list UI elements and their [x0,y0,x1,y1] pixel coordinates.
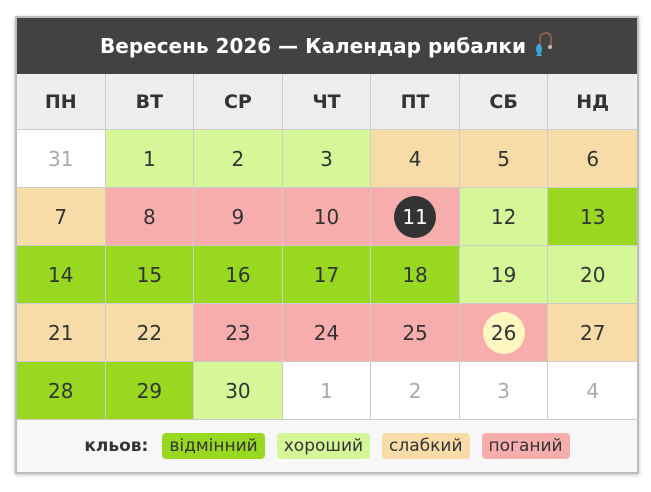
day-number: 10 [313,204,340,229]
day-cell[interactable]: 9 [194,188,283,246]
day-number: 7 [54,204,68,229]
day-cell[interactable]: 15 [105,246,195,304]
day-cell-other-month[interactable]: 4 [548,362,637,420]
day-cell[interactable]: 29 [105,362,195,420]
day-number: 20 [579,262,606,287]
day-number: 27 [579,320,606,345]
day-number: 17 [313,262,340,287]
day-cell-today[interactable]: 11 [371,188,460,246]
day-cell[interactable]: 22 [105,304,195,362]
legend-label: кльов: [84,436,149,456]
day-number: 12 [490,204,517,229]
day-number: 11 [394,195,437,238]
day-number: 14 [48,262,74,287]
day-cell-other-month[interactable]: 2 [371,362,460,420]
day-cell[interactable]: 21 [17,304,106,362]
day-cell[interactable]: 30 [194,362,283,420]
calendar-title: Вересень 2026 — Календар рибалки [100,34,526,58]
weekday-header: ПТ [371,74,460,130]
day-number: 16 [225,262,251,287]
weekday-header: ВТ [105,74,195,130]
day-number: 9 [231,204,245,229]
day-number: 31 [48,146,74,171]
day-cell[interactable]: 4 [371,130,460,188]
weekday-header: ЧТ [282,74,372,130]
day-cell[interactable]: 13 [548,188,637,246]
legend: кльов: відмінний хороший слабкий поганий [17,420,637,472]
day-cell[interactable]: 2 [194,130,283,188]
day-number: 29 [136,378,163,403]
day-number: 21 [48,320,74,345]
day-cell[interactable]: 27 [548,304,637,362]
day-number: 28 [48,378,74,403]
day-number: 2 [231,146,245,171]
day-cell[interactable]: 1 [105,130,195,188]
day-cell[interactable]: 16 [194,246,283,304]
weekday-header: НД [548,74,637,130]
day-number: 2 [408,378,422,403]
day-number: 19 [490,262,517,287]
weekday-header: СР [194,74,283,130]
day-cell[interactable]: 8 [105,188,195,246]
day-cell-other-month[interactable]: 3 [459,362,549,420]
calendar-header: Вересень 2026 — Календар рибалки [17,18,637,74]
day-cell[interactable]: 23 [194,304,283,362]
day-cell[interactable]: 25 [371,304,460,362]
day-cell[interactable]: 17 [282,246,372,304]
legend-good: хороший [276,433,371,459]
day-cell[interactable]: 18 [371,246,460,304]
day-number: 24 [313,320,340,345]
day-number: 1 [142,146,156,171]
day-cell[interactable]: 14 [17,246,106,304]
day-cell-other-month[interactable]: 1 [282,362,372,420]
day-number: 1 [320,378,333,403]
day-cell[interactable]: 5 [459,130,549,188]
day-cell[interactable]: 26 [459,304,549,362]
fishing-calendar: Вересень 2026 — Календар рибалки ПН ВТ С… [15,16,639,474]
day-cell-other-month[interactable]: 31 [17,130,106,188]
legend-excellent: відмінний [162,433,265,459]
day-cell[interactable]: 10 [282,188,372,246]
day-cell[interactable]: 6 [548,130,637,188]
day-number: 23 [225,320,251,345]
legend-weak: слабкий [382,433,470,459]
day-number: 22 [136,320,163,345]
day-number: 6 [586,146,600,171]
day-number: 5 [497,146,510,171]
day-number: 13 [579,204,606,229]
day-cell[interactable]: 12 [459,188,549,246]
day-cell[interactable]: 20 [548,246,637,304]
day-cell[interactable]: 24 [282,304,372,362]
day-number: 4 [408,146,422,171]
day-number: 3 [497,378,510,403]
day-cell[interactable]: 28 [17,362,106,420]
day-number: 25 [402,320,428,345]
day-number: 26 [482,311,525,354]
weekday-header: СБ [459,74,549,130]
day-cell[interactable]: 19 [459,246,549,304]
day-number: 15 [136,262,163,287]
weekday-header: ПН [17,74,106,130]
day-cell[interactable]: 7 [17,188,106,246]
day-number: 30 [225,378,251,403]
day-number: 8 [142,204,156,229]
day-number: 18 [402,262,428,287]
day-cell[interactable]: 3 [282,130,372,188]
calendar-grid: ПН ВТ СР ЧТ ПТ СБ НД 31 1 2 3 4 5 6 7 8 9 10 11 12 13… [17,74,637,420]
fishing-rod-icon [534,31,554,62]
day-number: 3 [320,146,333,171]
legend-bad: поганий [481,433,570,459]
day-number: 4 [586,378,600,403]
